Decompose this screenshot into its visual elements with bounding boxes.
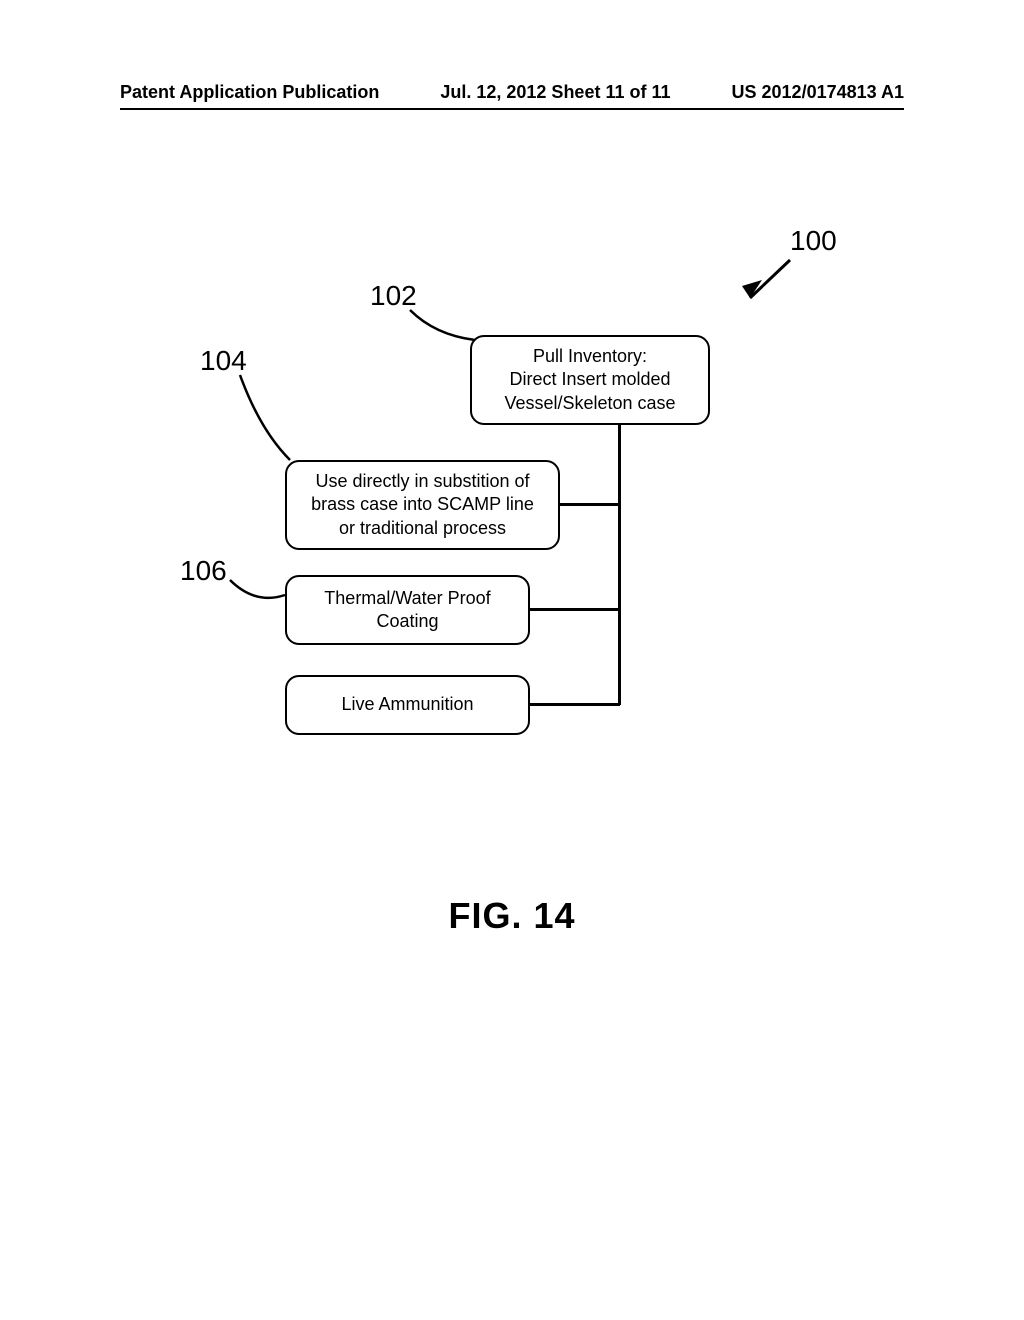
ref-label-100: 100 xyxy=(790,225,837,257)
page-header: Patent Application Publication Jul. 12, … xyxy=(0,82,1024,103)
flowchart-box-2: Use directly in substition of brass case… xyxy=(285,460,560,550)
box3-text: Thermal/Water Proof Coating xyxy=(324,587,490,634)
trunk-line xyxy=(618,425,621,705)
connector-box3 xyxy=(530,608,620,611)
ref-label-106: 106 xyxy=(180,555,227,587)
box4-text: Live Ammunition xyxy=(341,693,473,716)
arrow-100 xyxy=(740,260,800,310)
box2-text: Use directly in substition of brass case… xyxy=(311,470,534,540)
header-divider xyxy=(120,108,904,110)
header-center: Jul. 12, 2012 Sheet 11 of 11 xyxy=(440,82,670,103)
connector-box4 xyxy=(530,703,620,706)
box1-text: Pull Inventory: Direct Insert molded Ves… xyxy=(504,345,675,415)
connector-box2 xyxy=(560,503,620,506)
flowchart-diagram: 100 102 104 106 Pull Inventory: Direct I… xyxy=(0,250,1024,950)
leader-104 xyxy=(235,370,315,470)
figure-caption: FIG. 14 xyxy=(0,895,1024,937)
flowchart-box-3: Thermal/Water Proof Coating xyxy=(285,575,530,645)
header-left: Patent Application Publication xyxy=(120,82,379,103)
header-right: US 2012/0174813 A1 xyxy=(732,82,904,103)
flowchart-box-1: Pull Inventory: Direct Insert molded Ves… xyxy=(470,335,710,425)
flowchart-box-4: Live Ammunition xyxy=(285,675,530,735)
